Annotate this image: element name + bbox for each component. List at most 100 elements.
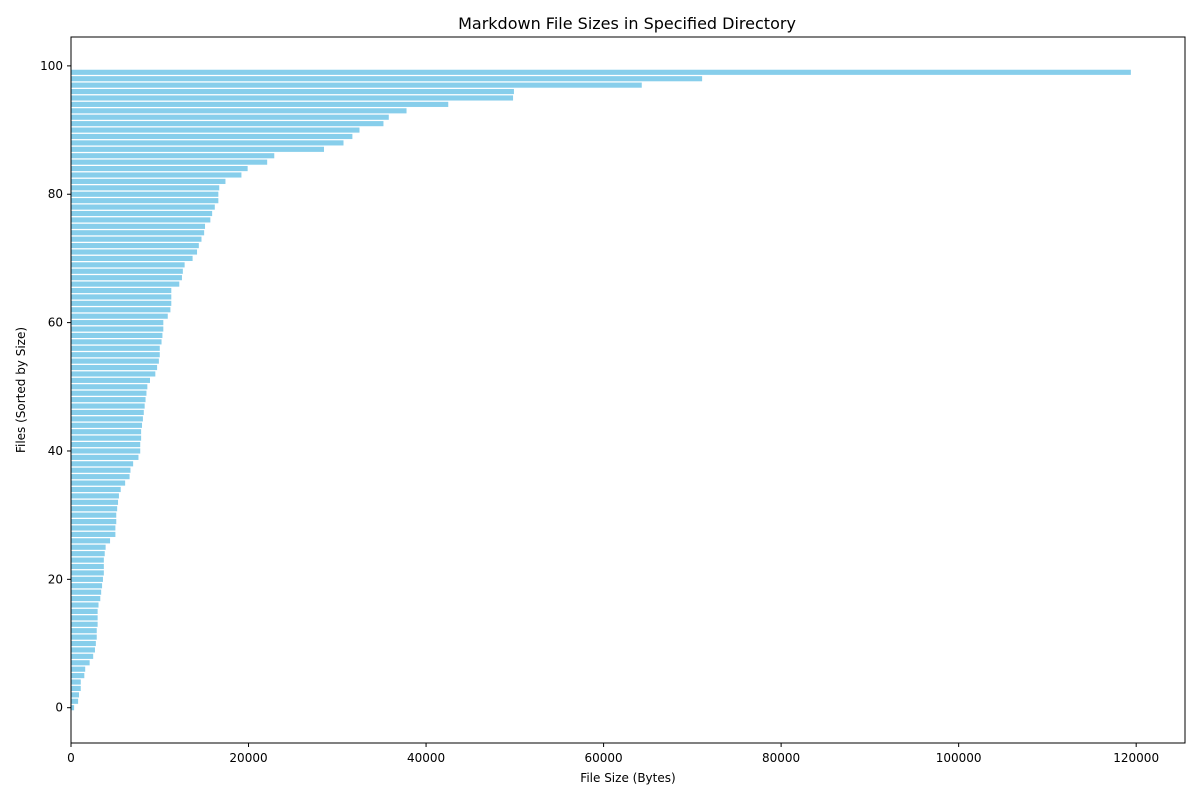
x-tick-label: 20000 <box>229 751 267 765</box>
bar <box>71 69 1131 75</box>
bar <box>71 159 268 165</box>
bar <box>71 95 514 101</box>
bar <box>71 531 116 537</box>
bar <box>71 602 99 608</box>
bar <box>71 467 131 473</box>
bar <box>71 422 143 428</box>
bar <box>71 512 117 518</box>
y-axis-ticks: 0 20 40 60 80 100 <box>40 59 71 715</box>
chart-title: Markdown File Sizes in Specified Directo… <box>458 14 796 33</box>
bar <box>71 101 449 107</box>
bar <box>71 230 205 236</box>
bar <box>71 493 119 499</box>
bar <box>71 692 79 698</box>
bar <box>71 127 360 133</box>
bar <box>71 185 220 191</box>
bar <box>71 441 141 448</box>
bar <box>71 326 164 332</box>
bar <box>71 146 324 152</box>
bar <box>71 589 102 595</box>
bar <box>71 480 126 486</box>
bar <box>71 544 106 550</box>
bar <box>71 358 159 364</box>
bar <box>71 371 156 377</box>
bar <box>71 377 151 383</box>
bar <box>71 204 215 210</box>
y-tick-label: 80 <box>48 187 63 201</box>
bar <box>71 236 202 242</box>
bar <box>71 313 168 319</box>
x-tick-label: 40000 <box>407 751 445 765</box>
bar <box>71 198 219 204</box>
bar <box>71 281 180 287</box>
bar <box>71 121 384 127</box>
bar <box>71 352 160 358</box>
bar <box>71 653 94 659</box>
bar <box>71 76 703 82</box>
bar <box>71 108 407 114</box>
bar <box>71 384 148 390</box>
bar <box>71 339 162 345</box>
bar <box>71 557 104 563</box>
bar <box>71 647 95 653</box>
bar <box>71 429 142 435</box>
bar <box>71 583 103 589</box>
bar <box>71 596 101 602</box>
bar <box>71 114 389 120</box>
bar <box>71 249 198 255</box>
bar <box>71 88 514 95</box>
bar <box>71 364 158 371</box>
bar <box>71 519 117 525</box>
x-tick-label: 120000 <box>1113 751 1159 765</box>
y-tick-label: 0 <box>55 701 63 715</box>
bar <box>71 621 98 627</box>
bar <box>71 300 172 306</box>
bar <box>71 345 160 351</box>
bar <box>71 634 97 640</box>
x-tick-label: 0 <box>67 751 75 765</box>
bar <box>71 679 81 685</box>
bar <box>71 525 116 531</box>
bar <box>71 705 75 711</box>
bar <box>71 615 98 621</box>
bar <box>71 191 219 197</box>
bar <box>71 570 104 576</box>
bar <box>71 140 344 146</box>
bar <box>71 461 134 467</box>
bar <box>71 307 171 313</box>
bar <box>71 435 142 441</box>
bar <box>71 576 103 582</box>
bar <box>71 486 121 493</box>
bar <box>71 287 172 294</box>
bar <box>71 217 211 223</box>
y-tick-label: 20 <box>48 572 63 586</box>
bar <box>71 153 275 159</box>
bar <box>71 397 146 403</box>
bar <box>71 275 182 281</box>
x-axis-ticks: 0 20000 40000 60000 80000 100000 120000 <box>67 743 1159 765</box>
y-axis-title: Files (Sorted by Size) <box>14 327 28 453</box>
bar <box>71 673 85 679</box>
x-tick-label: 100000 <box>936 751 982 765</box>
bar <box>71 551 105 557</box>
bar <box>71 474 130 480</box>
bar <box>71 563 104 570</box>
bar <box>71 262 185 268</box>
bar <box>71 538 111 544</box>
bar <box>71 448 141 454</box>
x-axis-title: File Size (Bytes) <box>580 771 675 785</box>
bar <box>71 416 143 422</box>
y-tick-label: 60 <box>48 316 63 330</box>
bar <box>71 320 164 326</box>
y-tick-label: 100 <box>40 59 63 73</box>
bar <box>71 268 183 274</box>
bar <box>71 409 144 416</box>
bar <box>71 454 139 460</box>
bar <box>71 243 199 249</box>
bar <box>71 82 642 88</box>
bar <box>71 332 163 339</box>
bar <box>71 294 172 300</box>
bar <box>71 698 79 704</box>
